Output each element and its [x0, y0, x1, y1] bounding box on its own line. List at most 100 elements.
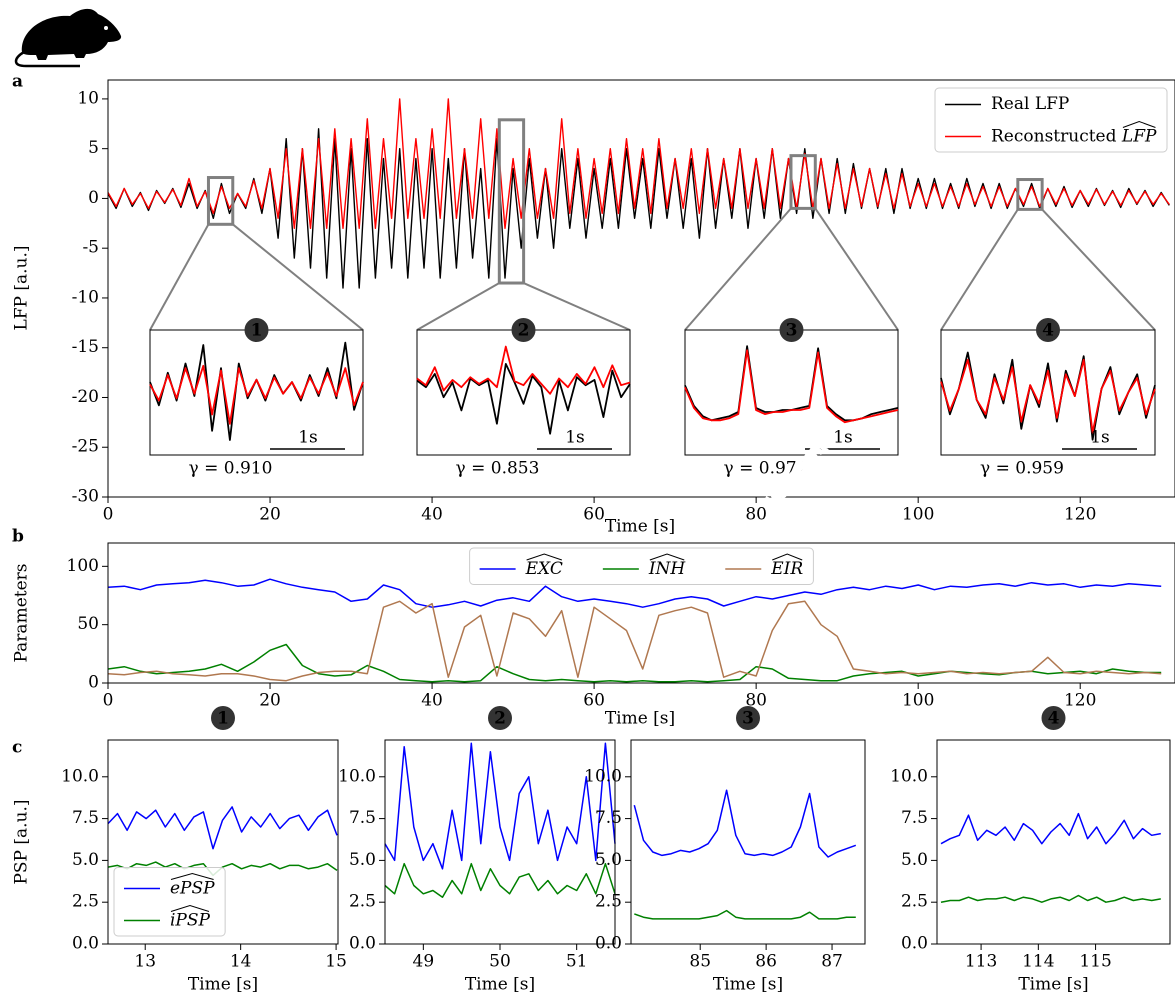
- y-tick-label: 10: [77, 88, 99, 108]
- zoom-window: [206, 176, 235, 226]
- label-part: ePSP: [170, 878, 215, 898]
- hat-accent: [649, 553, 685, 561]
- zoom-connector: [814, 207, 899, 331]
- y-tick-label: -15: [72, 337, 99, 357]
- y-tick-label: 2.5: [72, 892, 99, 912]
- panel-label: c: [12, 738, 22, 758]
- legend-label: Reconstructed LFP: [991, 126, 1157, 146]
- x-tick-label: 40: [421, 505, 443, 525]
- y-axis-label: Parameters: [12, 564, 32, 663]
- y-tick-label: 10.0: [890, 766, 928, 786]
- y-tick-label: 0.0: [72, 934, 99, 954]
- legend-box: [113, 867, 226, 937]
- y-axis-label: LFP [a.u.]: [12, 245, 32, 330]
- y-tick-label: 7.5: [901, 808, 928, 828]
- label-part: Reconstructed: [991, 126, 1122, 146]
- data-line: [108, 98, 1170, 229]
- legend: Real LFP Reconstructed LFP: [934, 87, 1168, 153]
- x-tick-label: 85: [689, 952, 711, 972]
- y-tick-label: 0.0: [349, 934, 376, 954]
- data-line: [633, 789, 857, 858]
- label-part: LFP: [1121, 126, 1157, 146]
- y-axis-label: PSP [a.u.]: [12, 799, 32, 884]
- x-tick-label: 0: [103, 505, 114, 525]
- y-tick-label: 7.5: [72, 808, 99, 828]
- x-tick-label: 51: [566, 952, 588, 972]
- data-line: [384, 862, 616, 898]
- x-tick-label: 50: [489, 952, 511, 972]
- plot-background: [385, 740, 615, 944]
- fit-annotation: γ = 0.853: [456, 459, 540, 479]
- plot-frame: [107, 542, 1175, 684]
- badge: [1041, 706, 1066, 730]
- badge-label: 3: [742, 709, 754, 729]
- plot-frame: [936, 739, 1171, 945]
- hat-accent: [170, 904, 210, 912]
- panel-label: b: [12, 527, 24, 547]
- badge: [488, 706, 512, 730]
- x-axis-label: Time [s]: [605, 709, 675, 729]
- legend-label: Real LFP: [991, 94, 1069, 114]
- x-tick-label: 100: [902, 505, 934, 525]
- data-line: [940, 358, 1156, 434]
- badge: [244, 318, 269, 342]
- x-tick-label: 80: [745, 505, 767, 525]
- badge: [211, 706, 235, 730]
- y-tick-label: 0: [88, 673, 99, 693]
- x-tick-label: 20: [259, 691, 281, 711]
- fit-annotation: γ = 0.971: [724, 459, 808, 479]
- zoom-connector: [684, 207, 792, 331]
- x-axis-label: Time [s]: [713, 975, 783, 995]
- zoom-connector: [149, 223, 210, 331]
- data-line: [416, 363, 631, 435]
- y-tick-label: 0.0: [595, 934, 622, 954]
- y-tick-label: 0: [88, 188, 99, 208]
- scale-bar-label: 1s: [1090, 428, 1110, 448]
- y-tick-label: -30: [72, 487, 99, 507]
- zoom-window: [789, 154, 817, 210]
- hat-accent: [772, 553, 803, 561]
- legend-label: ePSP: [170, 878, 215, 898]
- y-tick-label: 10.0: [61, 766, 99, 786]
- data-line: [108, 600, 1162, 682]
- inset-frame: [416, 329, 631, 456]
- badge-label: 2: [518, 321, 530, 341]
- data-line: [108, 578, 1162, 608]
- badge: [736, 706, 760, 730]
- zoom-connector: [940, 208, 1019, 331]
- fit-annotation: γ = 0.959: [980, 459, 1064, 479]
- y-tick-label: 5: [88, 138, 99, 158]
- y-tick-label: 5.0: [349, 850, 376, 870]
- plot-background: [631, 740, 865, 944]
- data-line: [940, 812, 1161, 845]
- y-tick-label: 5.0: [901, 850, 928, 870]
- x-axis-label: Time [s]: [1018, 975, 1088, 995]
- x-tick-label: 120: [1064, 691, 1096, 711]
- legend-label: EIR: [770, 559, 803, 579]
- y-tick-label: -25: [72, 437, 99, 457]
- zoom-connector: [416, 282, 500, 331]
- label-part: INH: [648, 559, 687, 579]
- x-axis-label: Time [s]: [188, 975, 258, 995]
- y-tick-label: 2.5: [595, 892, 622, 912]
- x-tick-label: 115: [1079, 952, 1111, 972]
- y-tick-label: 7.5: [595, 808, 622, 828]
- inset-frame: [684, 329, 899, 456]
- x-tick-label: 86: [755, 952, 777, 972]
- y-tick-label: 2.5: [349, 892, 376, 912]
- badge: [511, 318, 536, 342]
- badge-label: 4: [1048, 709, 1060, 729]
- data-line: [149, 364, 364, 425]
- zoom-window: [497, 118, 526, 285]
- badge-label: 1: [251, 321, 263, 341]
- y-tick-label: 100: [67, 556, 99, 576]
- scale-bar-label: 1s: [565, 428, 585, 448]
- x-tick-label: 14: [230, 952, 252, 972]
- data-line: [940, 894, 1161, 903]
- x-tick-label: 15: [325, 952, 347, 972]
- traces: [108, 98, 1170, 289]
- x-tick-label: 13: [134, 952, 156, 972]
- zoom-window: [1016, 178, 1044, 211]
- data-line: [107, 861, 338, 877]
